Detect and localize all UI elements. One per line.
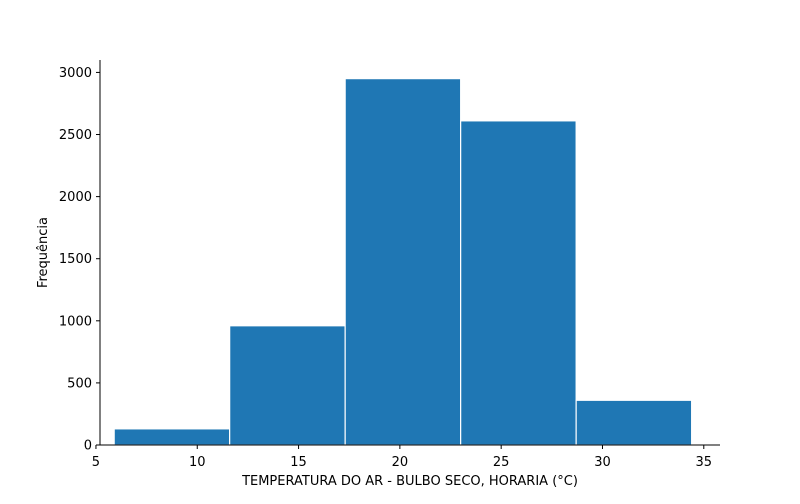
histogram-bar-1 (229, 325, 346, 446)
y-tick-label: 2500 (59, 128, 92, 143)
x-tick-label: 20 (392, 455, 409, 470)
x-axis-label: TEMPERATURA DO AR - BULBO SECO, HORARIA … (241, 474, 578, 489)
x-tick-label: 30 (594, 455, 611, 470)
bars-layer (113, 78, 693, 446)
x-tick-label: 10 (189, 455, 206, 470)
histogram-bar-3 (460, 120, 577, 446)
x-tick-label: 5 (92, 455, 100, 470)
y-axis-label: Frequência (36, 217, 51, 288)
x-tick-label: 15 (290, 455, 307, 470)
axes-layer (99, 60, 720, 446)
y-ticks: 0 500 1000 1500 2000 2500 3000 (59, 66, 100, 454)
y-tick-label: 2000 (59, 190, 92, 205)
x-ticks: 5 10 15 20 25 30 35 (92, 445, 712, 470)
x-tick-label: 35 (696, 455, 713, 470)
y-tick-label: 500 (67, 376, 92, 391)
histogram-bar-4 (575, 399, 693, 446)
y-tick-label: 1500 (59, 252, 92, 267)
histogram-bar-2 (344, 78, 462, 446)
histogram-bar-0 (113, 428, 231, 446)
x-tick-label: 25 (493, 455, 510, 470)
y-tick-label: 3000 (59, 66, 92, 81)
y-tick-label: 1000 (59, 314, 92, 329)
y-tick-label: 0 (84, 439, 92, 454)
